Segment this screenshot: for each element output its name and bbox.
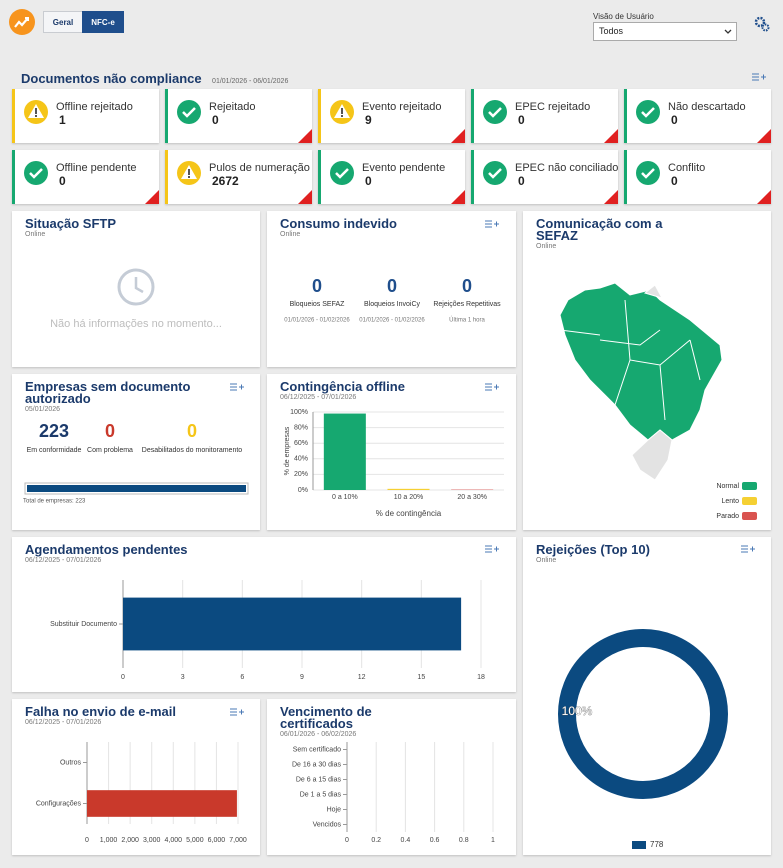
card-label: Não descartado xyxy=(668,101,746,113)
panel-title: Rejeições (Top 10) xyxy=(536,542,650,557)
panel-title: Situação SFTP xyxy=(25,216,117,231)
card-label: Pulos de numeração xyxy=(209,162,310,174)
panel-subtitle: Online xyxy=(536,557,557,564)
section-title: Documentos não compliance xyxy=(21,71,202,86)
card-label: Evento pendente xyxy=(362,162,446,174)
compliance-card: Evento rejeitado 9 xyxy=(318,89,465,143)
panel-title: Empresas sem documento autorizado xyxy=(25,379,191,406)
panel-title: Consumo indevido xyxy=(280,216,397,231)
panel-subtitle: Online xyxy=(280,231,301,238)
card-value: 0 xyxy=(518,113,525,127)
card-label: Offline pendente xyxy=(56,162,137,174)
panel-subtitle: 06/12/2025 - 07/01/2026 xyxy=(25,557,102,564)
logo[interactable] xyxy=(8,8,38,38)
card-label: Conflito xyxy=(668,162,706,174)
panel-agendamentos: Agendamentos pendentes 06/12/2025 - 07/0… xyxy=(12,537,516,692)
card-value: 0 xyxy=(671,113,678,127)
panel-title: Comunicação com a SEFAZ xyxy=(536,216,663,243)
section-header: Documentos não compliance 01/01/2026 - 0… xyxy=(21,70,288,88)
card-label: EPEC rejeitado xyxy=(515,101,591,113)
panel-consumo: Consumo indevido Online xyxy=(267,211,516,367)
compliance-card: Conflito 0 xyxy=(624,150,771,204)
panel-subtitle: 06/12/2025 - 07/01/2026 xyxy=(25,719,102,726)
card-value: 2672 xyxy=(212,174,239,188)
card-value: 0 xyxy=(518,174,525,188)
chevron xyxy=(724,29,732,34)
panel-subtitle: 05/01/2026 xyxy=(25,406,61,413)
panel-sftp: Situação SFTP Online xyxy=(12,211,260,367)
compliance-card: Offline rejeitado 1 xyxy=(12,89,159,143)
card-label: Rejeitado xyxy=(209,101,256,113)
compliance-card: EPEC não conciliado 0 xyxy=(471,150,618,204)
panel-falha: Falha no envio de e-mail 06/12/2025 - 07… xyxy=(12,699,260,855)
card-value: 0 xyxy=(365,174,372,188)
card-label: EPEC não conciliado xyxy=(515,162,619,174)
panel-rejeicoes: Rejeições (Top 10) Online xyxy=(523,537,771,855)
compliance-card: Offline pendente 0 xyxy=(12,150,159,204)
panel-subtitle: Online xyxy=(25,231,46,238)
card-label: Evento rejeitado xyxy=(362,101,442,113)
panel-vencimento: Vencimento de certificados 06/01/2026 - … xyxy=(267,699,516,855)
card-value: 0 xyxy=(59,174,66,188)
user-view-label: Visão de Usuário xyxy=(593,12,654,21)
settings-icon[interactable] xyxy=(754,16,770,32)
compliance-card: EPEC rejeitado 0 xyxy=(471,89,618,143)
compliance-card: Evento pendente 0 xyxy=(318,150,465,204)
card-value: 1 xyxy=(59,113,66,127)
panel-title: Agendamentos pendentes xyxy=(25,542,188,557)
menu-plus xyxy=(761,74,766,80)
panel-empresas: Empresas sem documento autorizado 05/01/… xyxy=(12,374,260,530)
panel-subtitle: 06/01/2026 - 06/02/2026 xyxy=(280,731,357,738)
panel-subtitle: 06/12/2025 - 07/01/2026 xyxy=(280,394,357,401)
panel-title: Vencimento de certificados xyxy=(280,704,372,731)
user-view-value: Todos xyxy=(599,26,624,36)
card-value: 0 xyxy=(671,174,678,188)
panel-title: Contingência offline xyxy=(280,379,405,394)
tab-nfce[interactable]: NFC-e xyxy=(82,11,124,33)
user-view-select[interactable]: Todos xyxy=(593,22,737,41)
menu-icon[interactable] xyxy=(752,73,766,81)
compliance-card: Pulos de numeração 2672 xyxy=(165,150,312,204)
section-date: 01/01/2026 - 06/01/2026 xyxy=(212,78,289,85)
compliance-card: Rejeitado 0 xyxy=(165,89,312,143)
compliance-card: Não descartado 0 xyxy=(624,89,771,143)
card-label: Offline rejeitado xyxy=(56,101,133,113)
panel-contingencia: Contingência offline 06/12/2025 - 07/01/… xyxy=(267,374,516,530)
card-value: 9 xyxy=(365,113,372,127)
tab-geral[interactable]: Geral xyxy=(43,11,83,33)
panel-sefaz: Comunicação com a SEFAZ Online xyxy=(523,211,771,530)
card-value: 0 xyxy=(212,113,219,127)
panel-title: Falha no envio de e-mail xyxy=(25,704,176,719)
panel-subtitle: Online xyxy=(536,243,557,250)
